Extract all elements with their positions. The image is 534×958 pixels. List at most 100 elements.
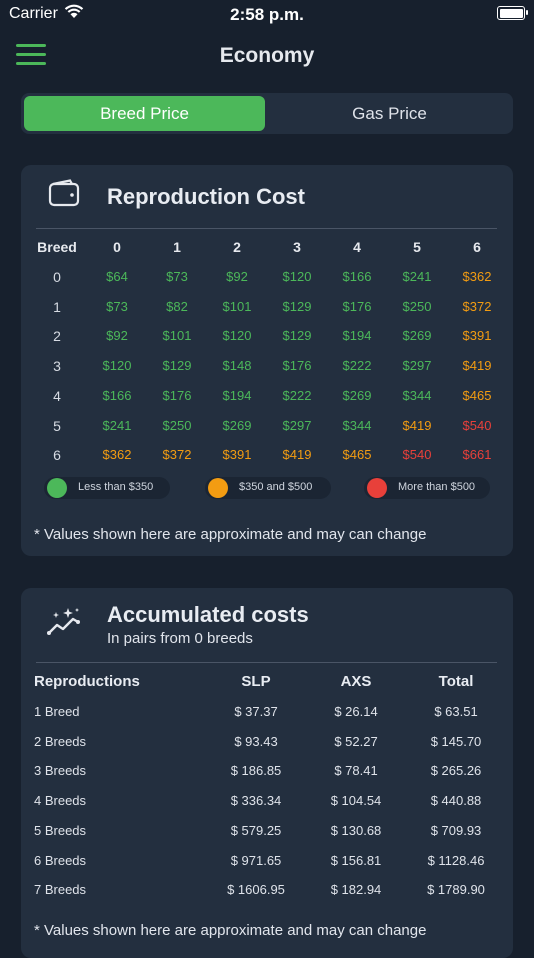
price-cell: $166 xyxy=(102,387,132,403)
price-cell: $540 xyxy=(462,417,492,433)
accumulated-costs-subtitle: In pairs from 0 breeds xyxy=(107,630,253,647)
price-cell: $176 xyxy=(282,358,312,374)
cost-cell: $ 579.25 xyxy=(230,822,282,838)
row-label: 2 Breeds xyxy=(34,733,87,749)
column-header: 4 xyxy=(353,239,361,255)
price-cell: $661 xyxy=(462,447,492,463)
cost-cell: $ 130.68 xyxy=(330,822,382,838)
row-label: 7 Breeds xyxy=(34,882,87,898)
table-row: 1 $73 $82 $101 $129 $176 $250 $372 xyxy=(21,299,513,319)
legend-350-500: $350 and $500 xyxy=(205,477,331,499)
price-cell: $344 xyxy=(342,417,372,433)
price-cell: $419 xyxy=(282,447,312,463)
row-label: 4 Breeds xyxy=(34,793,87,809)
cost-cell: $ 52.27 xyxy=(334,733,378,749)
column-header: Total xyxy=(438,673,474,690)
table-row: 7 Breeds $ 1606.95 $ 182.94 $ 1789.90 xyxy=(21,882,513,902)
battery-icon xyxy=(497,6,528,20)
column-header: 6 xyxy=(473,239,481,255)
cost-cell: $ 265.26 xyxy=(430,763,482,779)
table-row: 4 Breeds $ 336.34 $ 104.54 $ 440.88 xyxy=(21,793,513,813)
cost-cell: $ 186.85 xyxy=(230,763,282,779)
orange-dot-icon xyxy=(208,478,228,498)
tab-breed-price[interactable]: Breed Price xyxy=(24,96,265,131)
price-cell: $241 xyxy=(402,269,432,284)
price-cell: $269 xyxy=(222,417,252,433)
reproduction-cost-title: Reproduction Cost xyxy=(107,184,305,209)
price-cell: $269 xyxy=(402,328,432,344)
table-row: 0 $64 $73 $92 $120 $166 $241 $362 xyxy=(21,269,513,289)
price-cell: $129 xyxy=(162,358,192,374)
table-row: 3 Breeds $ 186.85 $ 78.41 $ 265.26 xyxy=(21,763,513,783)
disclaimer-note: * Values shown here are approximate and … xyxy=(34,526,427,543)
divider xyxy=(36,228,497,229)
row-label: 1 xyxy=(53,298,61,315)
column-header: 3 xyxy=(293,239,301,255)
price-cell: $250 xyxy=(162,417,192,433)
table-row: 3 $120 $129 $148 $176 $222 $297 $419 xyxy=(21,358,513,378)
row-label: 6 Breeds xyxy=(34,852,87,868)
table-header-row: Reproductions SLP AXS Total xyxy=(21,673,513,693)
cost-cell: $ 182.94 xyxy=(330,882,382,898)
price-cell: $92 xyxy=(106,328,128,344)
table-row: 2 $92 $101 $120 $129 $194 $269 $391 xyxy=(21,328,513,348)
price-cell: $344 xyxy=(402,387,432,403)
table-row: 1 Breed $ 37.37 $ 26.14 $ 63.51 xyxy=(21,704,513,724)
legend-more-500: More than $500 xyxy=(364,477,490,499)
price-cell: $372 xyxy=(162,447,192,463)
reproduction-cost-card: Reproduction Cost Breed 0 1 2 3 4 5 6 0 $… xyxy=(21,165,513,556)
column-header: SLP xyxy=(241,673,271,690)
column-header: 1 xyxy=(173,239,181,255)
price-cell: $222 xyxy=(342,358,372,374)
row-label: 5 xyxy=(53,417,61,434)
price-cell: $362 xyxy=(102,447,132,463)
price-cell: $297 xyxy=(282,417,312,433)
price-cell: $64 xyxy=(106,269,128,284)
column-header: AXS xyxy=(340,673,372,690)
price-cell: $465 xyxy=(462,387,492,403)
wallet-icon xyxy=(48,179,80,207)
corner-header: Breed xyxy=(37,239,77,255)
price-cell: $391 xyxy=(462,328,492,344)
price-cell: $129 xyxy=(282,328,312,344)
cost-cell: $ 26.14 xyxy=(334,704,378,719)
disclaimer-note: * Values shown here are approximate and … xyxy=(34,922,427,939)
price-cell: $176 xyxy=(162,387,192,403)
green-dot-icon xyxy=(47,478,67,498)
price-cell: $269 xyxy=(342,387,372,403)
table-row: 6 $362 $372 $391 $419 $465 $540 $661 xyxy=(21,447,513,467)
row-label: 3 Breeds xyxy=(34,763,87,779)
price-cell: $101 xyxy=(162,328,192,344)
price-cell: $82 xyxy=(166,298,188,314)
table-header-row: Breed 0 1 2 3 4 5 6 xyxy=(21,239,513,259)
price-cell: $362 xyxy=(462,269,492,284)
cost-cell: $ 1128.46 xyxy=(427,852,485,868)
cost-cell: $ 63.51 xyxy=(434,704,478,719)
row-label: 5 Breeds xyxy=(34,822,87,838)
wifi-icon xyxy=(64,4,84,18)
divider xyxy=(36,662,497,663)
column-header: 5 xyxy=(413,239,421,255)
sparkle-chart-icon xyxy=(47,608,80,635)
price-cell: $120 xyxy=(222,328,252,344)
legend-less-350: Less than $350 xyxy=(44,477,170,499)
cost-cell: $ 1606.95 xyxy=(227,882,285,898)
row-label: 1 Breed xyxy=(34,704,80,719)
price-cell: $465 xyxy=(342,447,372,463)
price-cell: $129 xyxy=(282,298,312,314)
tab-gas-price[interactable]: Gas Price xyxy=(352,104,427,123)
row-label: 0 xyxy=(53,269,61,285)
price-cell: $241 xyxy=(102,417,132,433)
price-cell: $419 xyxy=(462,358,492,374)
price-cell: $222 xyxy=(282,387,312,403)
cost-cell: $ 104.54 xyxy=(330,793,382,809)
column-header: Reproductions xyxy=(34,673,140,690)
nav-bar: Economy xyxy=(0,36,534,76)
cost-cell: $ 145.70 xyxy=(430,733,482,749)
row-label: 6 xyxy=(53,447,61,464)
hamburger-menu-icon[interactable] xyxy=(16,44,46,66)
price-cell: $540 xyxy=(402,447,432,463)
accumulated-costs-title: Accumulated costs xyxy=(107,602,309,627)
table-row: 4 $166 $176 $194 $222 $269 $344 $465 xyxy=(21,388,513,408)
carrier-label: Carrier xyxy=(9,5,58,22)
